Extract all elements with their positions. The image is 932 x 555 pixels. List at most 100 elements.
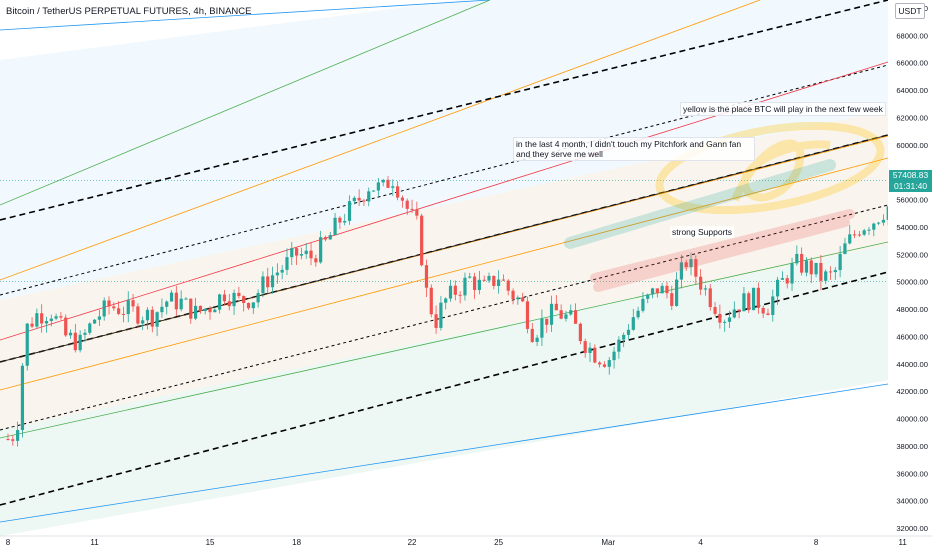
blue-line-top[interactable] (0, 0, 491, 31)
candle (684, 259, 688, 271)
candle (472, 272, 477, 299)
candle (828, 266, 833, 280)
candle (64, 314, 68, 337)
candle (299, 247, 304, 260)
candle (73, 323, 77, 353)
green-line-lower[interactable] (0, 241, 889, 439)
candle (602, 361, 607, 368)
candle (251, 302, 255, 314)
candle (554, 295, 558, 311)
price-axis[interactable]: 32000.00 34000.00 36000.00 38000.00 40000.00… (888, 0, 932, 550)
candle (121, 306, 126, 323)
candle (857, 231, 861, 238)
candle (396, 181, 400, 201)
candle (35, 308, 39, 329)
candle (193, 297, 198, 321)
candle (333, 212, 337, 236)
candle (843, 237, 847, 255)
background-layer (0, 0, 888, 536)
candle (150, 306, 154, 333)
y-tick-label: 46000.00 (896, 332, 928, 341)
y-tick-label: 44000.00 (896, 360, 928, 369)
symbol-title[interactable]: Bitcoin / TetherUS PERPETUAL FUTURES, 4h… (6, 6, 252, 17)
x-tick-label: 8 (6, 538, 11, 547)
candle (270, 266, 275, 294)
candle (347, 195, 352, 225)
candle (155, 311, 159, 337)
candle (660, 282, 664, 294)
candle (434, 305, 438, 334)
candle (309, 242, 313, 266)
orange-line-lower[interactable] (0, 157, 889, 391)
median-line[interactable] (0, 134, 889, 363)
candle (607, 357, 611, 375)
x-tick-label: 18 (292, 538, 301, 547)
candle (795, 245, 799, 266)
candle (689, 252, 693, 276)
candle (549, 295, 554, 332)
candle (679, 254, 683, 289)
candle (727, 310, 732, 328)
candle (218, 293, 222, 314)
candle (174, 285, 178, 317)
candle (670, 285, 674, 311)
price-axis-bg (888, 0, 932, 550)
candle (92, 318, 97, 324)
candle (718, 304, 722, 329)
green-line-upper[interactable] (0, 0, 491, 206)
candle (569, 304, 573, 316)
y-tick-label: 40000.00 (896, 415, 928, 424)
candle (872, 222, 876, 237)
yellow-zone-note[interactable]: yellow is the place BTC will play in the… (680, 102, 886, 116)
candle (482, 275, 486, 282)
candle (699, 269, 703, 296)
candle (477, 270, 481, 295)
x-tick-label: 11 (899, 538, 908, 547)
candle (222, 289, 227, 306)
dashed-line-top[interactable] (0, 0, 889, 221)
candlestick-series (6, 168, 932, 447)
candle (521, 292, 525, 303)
candle (776, 276, 780, 305)
support-band-red (590, 209, 855, 292)
candle (655, 288, 659, 298)
candle (626, 323, 631, 340)
candle (703, 285, 708, 296)
candle (405, 198, 409, 215)
candle (771, 289, 775, 322)
dashed-line-lower-thin[interactable] (0, 204, 889, 431)
candle (665, 281, 669, 299)
y-tick-label: 64000.00 (896, 86, 928, 95)
candle (410, 199, 414, 214)
currency-badge[interactable]: USDT (895, 3, 925, 19)
candle (203, 308, 207, 315)
time-axis[interactable]: 81115182225Mar4811151822 (0, 535, 932, 550)
candle (362, 198, 366, 207)
candle (497, 270, 501, 294)
highlight-layer (564, 121, 885, 292)
candle (424, 259, 429, 297)
candle (559, 304, 563, 320)
orange-line-upper[interactable] (0, 0, 761, 281)
pitchfork-note[interactable]: in the last 4 month, I didn't touch my P… (513, 137, 755, 161)
candle (545, 318, 549, 333)
support-note[interactable]: strong Supports (670, 226, 735, 238)
candle (756, 282, 760, 314)
blue-line-bottom[interactable] (0, 383, 889, 523)
candle (184, 297, 188, 300)
candle (20, 363, 25, 438)
candle (6, 433, 10, 441)
candle (848, 224, 852, 245)
pitchfork-gann-lines[interactable] (0, 0, 889, 523)
candle (145, 307, 150, 330)
candle (343, 213, 347, 226)
candle (674, 272, 679, 307)
candle (463, 272, 467, 301)
candle (737, 309, 741, 319)
candle (694, 255, 698, 285)
candle (102, 297, 106, 321)
candle (165, 300, 169, 315)
candle (280, 265, 284, 280)
